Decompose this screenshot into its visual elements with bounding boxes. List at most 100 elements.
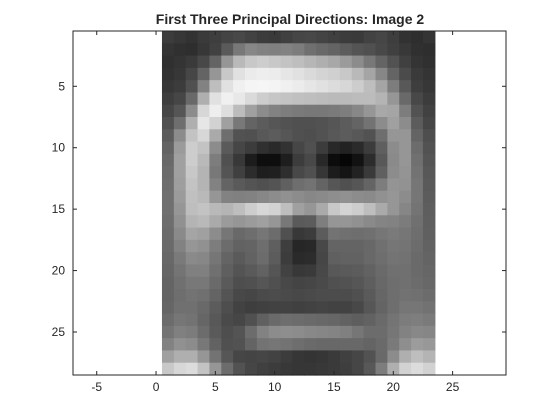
heatmap-cell bbox=[197, 67, 211, 81]
heatmap-cell bbox=[256, 67, 270, 81]
heatmap-cell bbox=[422, 203, 436, 216]
heatmap-cell bbox=[304, 301, 317, 315]
heatmap-cell bbox=[268, 80, 282, 94]
heatmap-cell bbox=[292, 55, 305, 69]
heatmap-cell bbox=[221, 104, 234, 118]
heatmap-cell bbox=[268, 264, 282, 278]
heatmap-cell bbox=[316, 215, 329, 229]
heatmap-cell bbox=[280, 350, 294, 364]
heatmap-cell bbox=[280, 215, 294, 229]
heatmap-cell bbox=[316, 190, 329, 204]
heatmap-cell bbox=[209, 67, 222, 81]
heatmap-cell bbox=[221, 289, 234, 302]
heatmap-cell bbox=[245, 117, 258, 130]
heatmap-cell bbox=[351, 289, 365, 302]
heatmap-cell bbox=[256, 264, 270, 278]
heatmap-cell bbox=[245, 178, 258, 192]
heatmap-cell bbox=[197, 153, 211, 167]
heatmap-cell bbox=[422, 215, 436, 229]
heatmap-cell bbox=[221, 43, 234, 57]
heatmap-cell bbox=[339, 166, 353, 180]
heatmap-cell bbox=[221, 117, 234, 130]
heatmap-cell bbox=[256, 43, 270, 57]
heatmap-cell bbox=[197, 301, 211, 315]
heatmap-cell bbox=[292, 215, 305, 229]
heatmap-cell bbox=[256, 178, 270, 192]
heatmap-cell bbox=[339, 55, 353, 69]
heatmap-cell bbox=[375, 67, 388, 81]
heatmap-cell bbox=[316, 313, 329, 327]
heatmap-cell bbox=[387, 313, 400, 327]
heatmap-cell bbox=[304, 325, 317, 339]
heatmap-cell bbox=[422, 104, 436, 118]
heatmap-cell bbox=[173, 350, 187, 364]
heatmap-cell bbox=[411, 239, 424, 253]
y-tick-label: 10 bbox=[52, 141, 66, 155]
heatmap-cell bbox=[351, 129, 365, 143]
heatmap-cell bbox=[256, 301, 270, 315]
heatmap-cell bbox=[185, 362, 199, 376]
heatmap-cell bbox=[351, 227, 365, 241]
heatmap-cell bbox=[328, 227, 341, 241]
heatmap-cell bbox=[316, 67, 329, 81]
heatmap-cell bbox=[161, 338, 175, 352]
heatmap-cell bbox=[328, 190, 341, 204]
heatmap-cell bbox=[304, 252, 317, 266]
heatmap-cell bbox=[185, 203, 199, 216]
heatmap-cell bbox=[399, 129, 412, 143]
heatmap-cell bbox=[161, 325, 175, 339]
heatmap-cell bbox=[304, 215, 317, 229]
heatmap-cell bbox=[221, 129, 234, 143]
heatmap-cell bbox=[411, 92, 424, 106]
heatmap-cell bbox=[304, 55, 317, 69]
heatmap-cell bbox=[245, 313, 258, 327]
heatmap-cell bbox=[363, 362, 377, 376]
heatmap-cell bbox=[280, 338, 294, 352]
heatmap-cell bbox=[399, 31, 412, 44]
heatmap-cell bbox=[185, 80, 199, 94]
heatmap-cell bbox=[375, 350, 388, 364]
heatmap-cell bbox=[245, 31, 258, 44]
heatmap-cell bbox=[351, 141, 365, 155]
heatmap-cell bbox=[387, 166, 400, 180]
heatmap-cell bbox=[209, 129, 222, 143]
heatmap-cell bbox=[209, 252, 222, 266]
heatmap-cell bbox=[221, 141, 234, 155]
heatmap-cell bbox=[173, 289, 187, 302]
heatmap-cell bbox=[304, 264, 317, 278]
heatmap-cell bbox=[221, 350, 234, 364]
heatmap-cell bbox=[292, 43, 305, 57]
heatmap-cell bbox=[316, 227, 329, 241]
heatmap-cell bbox=[339, 67, 353, 81]
heatmap-cell bbox=[375, 289, 388, 302]
heatmap-cell bbox=[173, 301, 187, 315]
heatmap-cell bbox=[221, 67, 234, 81]
heatmap-cell bbox=[221, 203, 234, 216]
heatmap-cell bbox=[280, 129, 294, 143]
heatmap-cell bbox=[363, 141, 377, 155]
heatmap-cell bbox=[328, 289, 341, 302]
heatmap-cell bbox=[375, 31, 388, 44]
heatmap-cell bbox=[245, 276, 258, 290]
heatmap-cell bbox=[280, 264, 294, 278]
heatmap-cell bbox=[221, 338, 234, 352]
heatmap-cell bbox=[161, 203, 175, 216]
heatmap-cell bbox=[351, 80, 365, 94]
heatmap-cell bbox=[233, 31, 246, 44]
heatmap-cell bbox=[316, 325, 329, 339]
heatmap-cell bbox=[316, 203, 329, 216]
heatmap-cell bbox=[304, 104, 317, 118]
heatmap-cell bbox=[173, 227, 187, 241]
heatmap-cell bbox=[233, 190, 246, 204]
heatmap-cell bbox=[375, 178, 388, 192]
x-tick-label: 0 bbox=[153, 380, 160, 394]
heatmap-cell bbox=[292, 178, 305, 192]
heatmap-cell bbox=[185, 350, 199, 364]
heatmap-cell bbox=[256, 104, 270, 118]
heatmap-cell bbox=[363, 31, 377, 44]
heatmap-cell bbox=[173, 203, 187, 216]
heatmap-cell bbox=[197, 43, 211, 57]
heatmap-cell bbox=[161, 129, 175, 143]
heatmap-cell bbox=[399, 67, 412, 81]
heatmap-cell bbox=[209, 325, 222, 339]
